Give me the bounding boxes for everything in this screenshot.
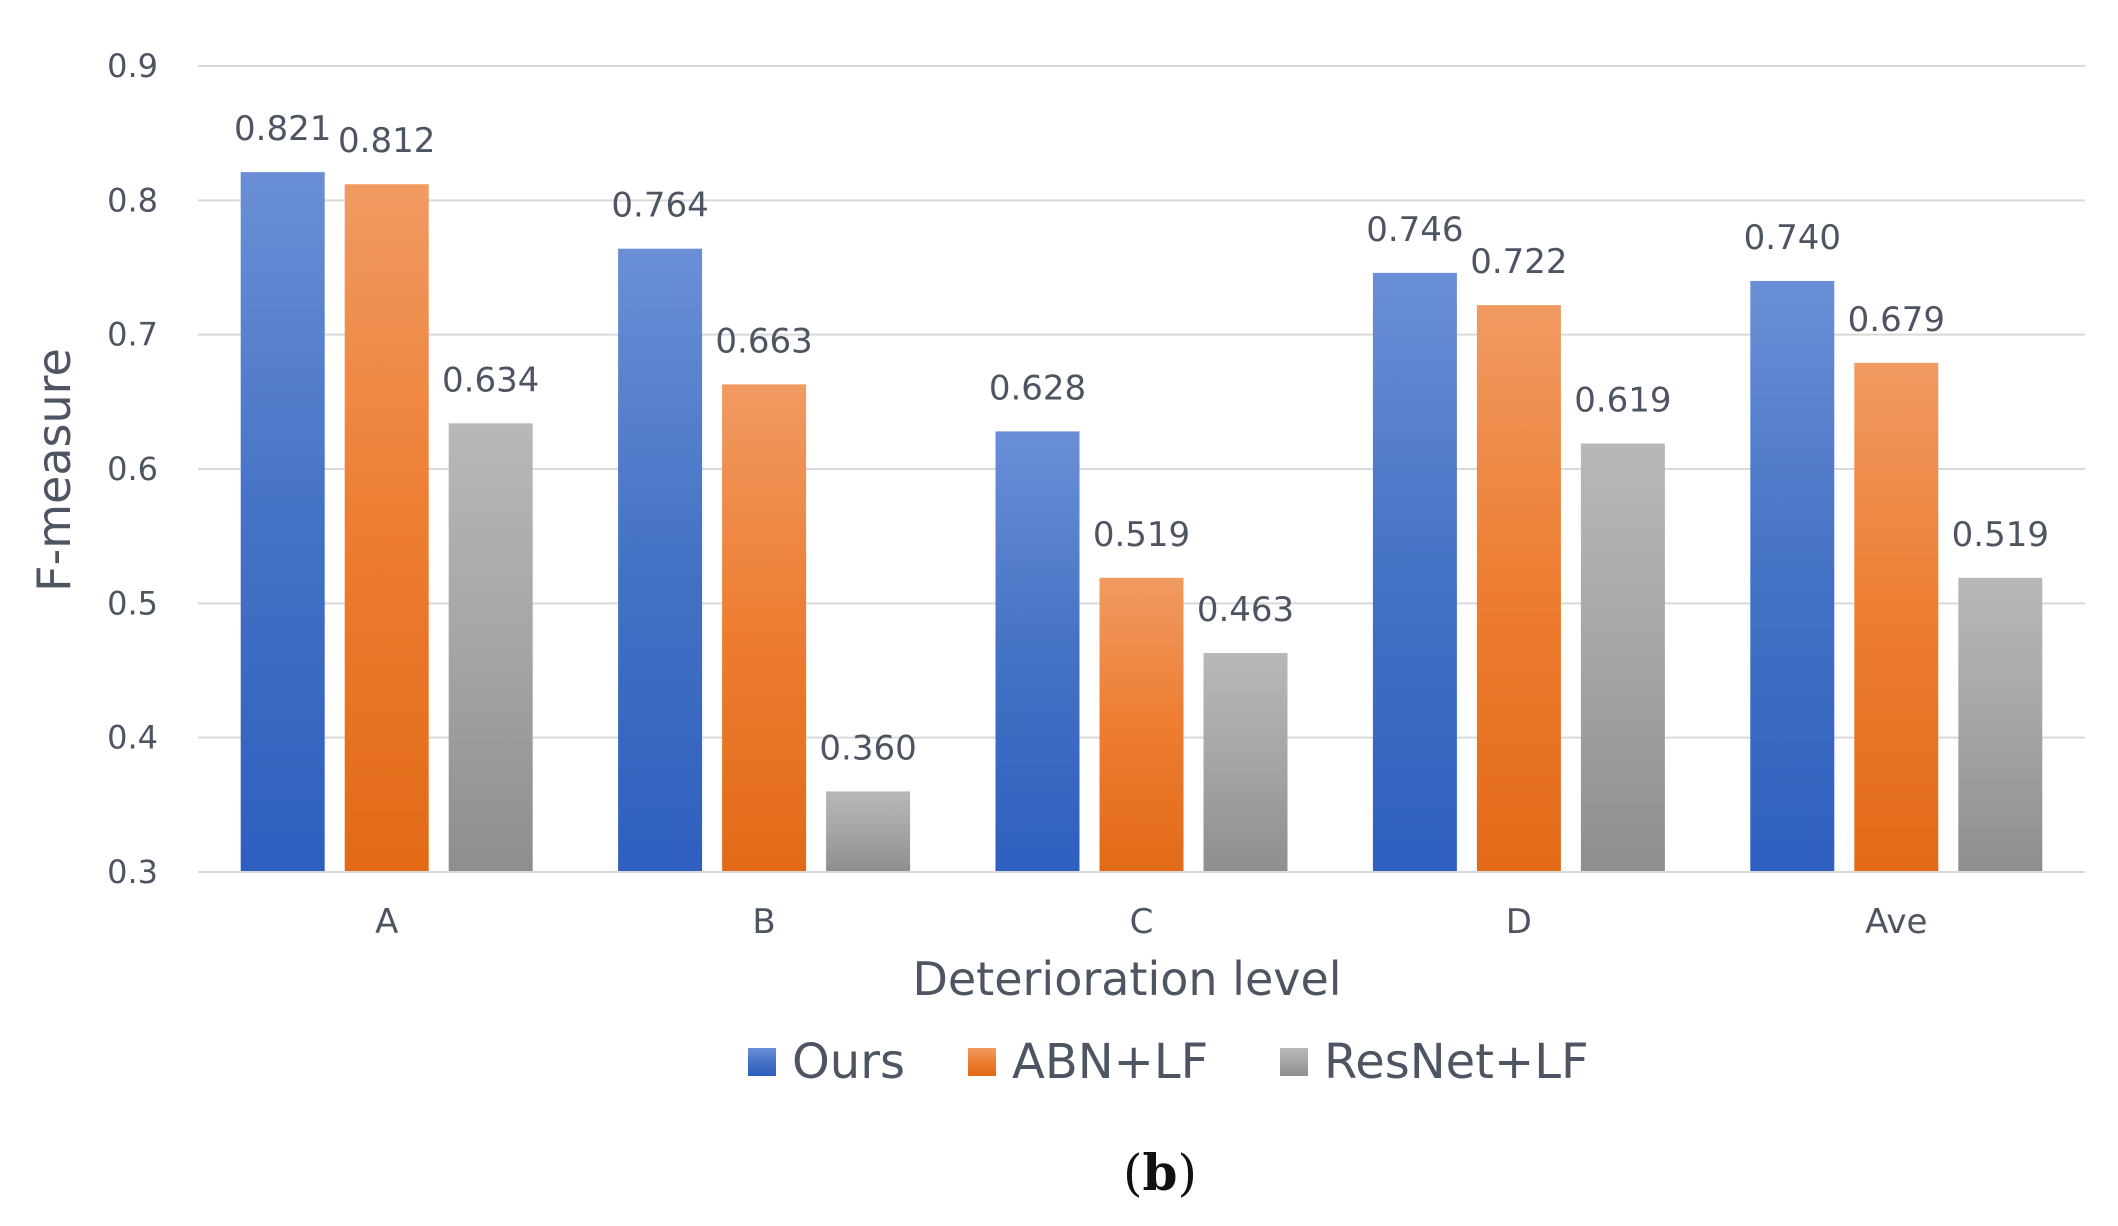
value-label: 0.722 xyxy=(1470,242,1567,282)
legend-label: Ours xyxy=(792,1034,905,1090)
value-label: 0.821 xyxy=(234,109,331,149)
y-axis-ticks: 0.3 0.4 0.5 0.6 0.7 0.8 0.9 xyxy=(107,47,158,891)
bar-ours-d xyxy=(1372,272,1457,873)
y-tick-label: 0.8 xyxy=(107,181,158,219)
legend: Ours ABN+LF ResNet+LF xyxy=(748,1034,1589,1090)
value-label: 0.628 xyxy=(989,368,1086,408)
bar-ours-a xyxy=(240,172,325,872)
y-axis-title: F-measure xyxy=(27,348,81,592)
value-label: 0.679 xyxy=(1848,300,1945,340)
legend-label: ABN+LF xyxy=(1012,1034,1208,1090)
legend-swatch xyxy=(1280,1048,1308,1076)
x-tick-label: A xyxy=(375,902,398,942)
value-label: 0.463 xyxy=(1197,590,1294,630)
value-labels: 0.821 0.812 0.634 0.764 0.663 0.360 0.628 0.519… xyxy=(234,109,2049,768)
caption-letter: b xyxy=(1143,1143,1178,1202)
value-label: 0.812 xyxy=(338,121,435,161)
bar-abn-lf-d xyxy=(1476,305,1561,872)
bar-ours-b xyxy=(618,248,703,872)
x-tick-label: B xyxy=(752,902,775,942)
value-label: 0.746 xyxy=(1366,210,1463,250)
bars xyxy=(240,172,2043,873)
value-label: 0.663 xyxy=(715,321,812,361)
value-label: 0.519 xyxy=(1093,515,1190,555)
value-label: 0.360 xyxy=(819,728,916,768)
y-tick-label: 0.4 xyxy=(107,719,158,757)
y-tick-label: 0.6 xyxy=(107,450,158,488)
legend-swatch xyxy=(968,1048,996,1076)
y-tick-label: 0.3 xyxy=(107,853,158,891)
legend-label: ResNet+LF xyxy=(1324,1034,1589,1090)
value-label: 0.634 xyxy=(442,360,539,400)
x-axis-categories: A B C D Ave xyxy=(375,902,1927,942)
value-label: 0.519 xyxy=(1952,515,2049,555)
bar-resnet-lf-d xyxy=(1580,443,1665,872)
y-tick-label: 0.9 xyxy=(107,47,158,85)
value-label: 0.740 xyxy=(1744,218,1841,258)
bar-resnet-lf-a xyxy=(448,423,533,872)
bar-abn-lf-b xyxy=(722,384,807,872)
y-tick-label: 0.7 xyxy=(107,316,158,354)
caption-close-paren: ) xyxy=(1177,1144,1197,1202)
value-label: 0.619 xyxy=(1574,380,1671,420)
bar-abn-lf-a xyxy=(344,184,429,873)
bar-resnet-lf-c xyxy=(1203,653,1288,872)
bar-ours-ave xyxy=(1750,280,1835,872)
bar-resnet-lf-b xyxy=(826,791,911,872)
bar-resnet-lf-ave xyxy=(1958,577,2043,872)
caption-open-paren: ( xyxy=(1123,1144,1143,1202)
bar-abn-lf-ave xyxy=(1854,362,1939,872)
x-tick-label: D xyxy=(1506,902,1532,942)
legend-swatch xyxy=(748,1048,776,1076)
bar-ours-c xyxy=(995,431,1080,872)
y-tick-label: 0.5 xyxy=(107,584,158,622)
x-tick-label: C xyxy=(1130,902,1154,942)
x-tick-label: Ave xyxy=(1865,902,1927,942)
figure-caption: (b) xyxy=(1123,1143,1197,1202)
bar-abn-lf-c xyxy=(1099,577,1184,872)
x-axis-title: Deterioration level xyxy=(912,952,1341,1006)
value-label: 0.764 xyxy=(611,186,708,226)
